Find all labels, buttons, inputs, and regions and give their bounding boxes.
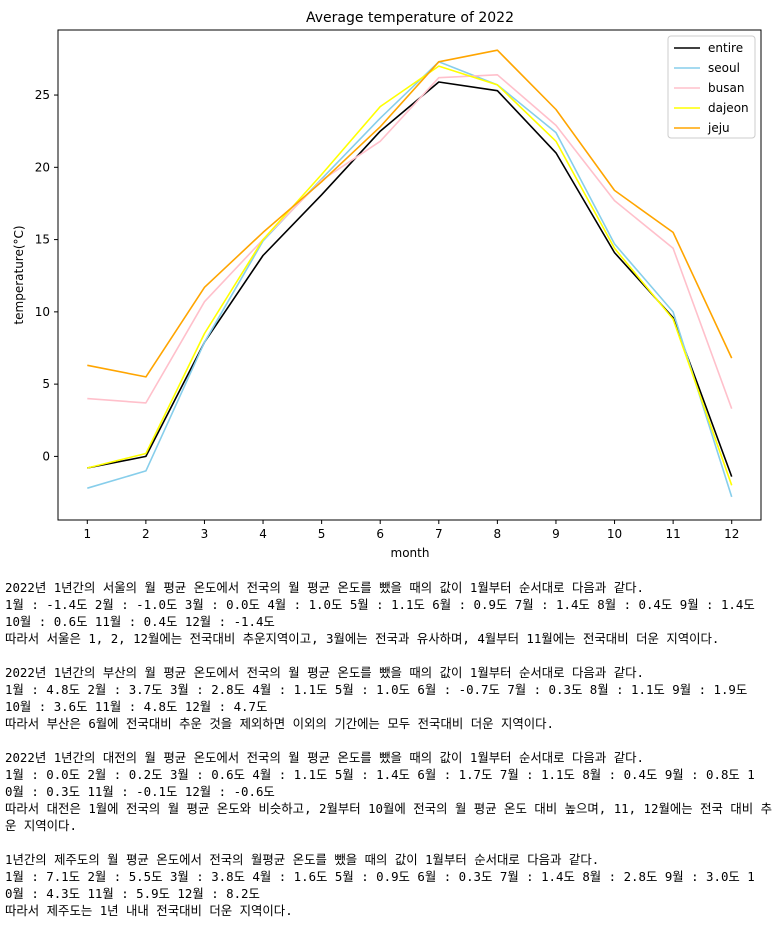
- y-tick-label: 25: [35, 88, 50, 102]
- legend-label-seoul: seoul: [708, 61, 740, 75]
- note-line: 1월 : 7.1도 2월 : 5.5도 3월 : 3.8도 4월 : 1.6도 …: [5, 869, 755, 884]
- series-line-dajeon: [87, 65, 733, 486]
- note-line: 0월 : 0.3도 11월 : -0.1도 12월 : -0.6도: [5, 784, 275, 799]
- temperature-line-chart: Average temperature of 2022 1 2 3 4 5 6 7 8 9 10 1…: [12, 10, 762, 560]
- x-tick-label: 3: [201, 527, 209, 541]
- x-tick-label: 2: [142, 527, 150, 541]
- x-tick-label: 1: [83, 527, 91, 541]
- note-line: 10월 : 0.6도 11월 : 0.4도 12월 : -1.4도: [5, 614, 275, 629]
- note-conclusion: 따라서 서울은 1, 2, 12월에는 전국대비 추운지역이고, 3월에는 전국…: [5, 631, 720, 646]
- busan-note: 2022년 1년간의 부산의 월 평균 온도에서 전국의 월 평균 온도를 뺐을…: [5, 664, 780, 732]
- note-conclusion: 따라서 제주도는 1년 내내 전국대비 더운 지역이다.: [5, 903, 293, 918]
- note-line: 10월 : 3.6도 11월 : 4.8도 12월 : 4.7도: [5, 699, 268, 714]
- x-tick-label: 8: [494, 527, 502, 541]
- note-conclusion: 따라서 대전은 1월에 전국의 월 평균 온도와 비슷하고, 2월부터 10월에…: [5, 801, 773, 833]
- x-tick-label: 9: [552, 527, 560, 541]
- y-tick-label: 0: [42, 449, 50, 463]
- note-line: 2022년 1년간의 서울의 월 평균 온도에서 전국의 월 평균 온도를 뺐을…: [5, 580, 644, 595]
- series-lines: [87, 49, 733, 498]
- x-tick-label: 5: [318, 527, 326, 541]
- note-conclusion: 따라서 부산은 6월에 전국대비 추운 것을 제외하면 이외의 기간에는 모두 …: [5, 716, 555, 731]
- series-line-entire: [87, 81, 733, 477]
- x-tick-label: 6: [376, 527, 384, 541]
- y-tick-label: 10: [35, 305, 50, 319]
- y-axis-ticks: 0 5 10 15 20 25: [35, 88, 58, 463]
- note-line: 2022년 1년간의 대전의 월 평균 온도에서 전국의 월 평균 온도를 뺐을…: [5, 750, 644, 765]
- y-tick-label: 20: [35, 160, 50, 174]
- legend-box: [667, 35, 756, 139]
- series-line-seoul: [87, 60, 733, 498]
- x-tick-label: 4: [259, 527, 267, 541]
- plot-frame: [57, 29, 762, 521]
- note-line: 2022년 1년간의 부산의 월 평균 온도에서 전국의 월 평균 온도를 뺐을…: [5, 665, 644, 680]
- seoul-note: 2022년 1년간의 서울의 월 평균 온도에서 전국의 월 평균 온도를 뺐을…: [5, 579, 780, 647]
- x-tick-label: 7: [435, 527, 443, 541]
- note-line: 0월 : 4.3도 11월 : 5.9도 12월 : 8.2도: [5, 886, 260, 901]
- jeju-note: 1년간의 제주도의 월 평균 온도에서 전국의 월평균 온도를 뺐을 때의 값이…: [5, 851, 780, 919]
- x-tick-label: 11: [665, 527, 680, 541]
- series-line-jeju: [87, 49, 733, 378]
- legend-label-busan: busan: [708, 81, 744, 95]
- legend-label-jeju: jeju: [707, 121, 730, 135]
- note-line: 1월 : -1.4도 2월 : -1.0도 3월 : 0.0도 4월 : 1.0…: [5, 597, 755, 612]
- note-line: 1년간의 제주도의 월 평균 온도에서 전국의 월평균 온도를 뺐을 때의 값이…: [5, 852, 600, 867]
- x-tick-label: 10: [607, 527, 622, 541]
- note-line: 1월 : 4.8도 2월 : 3.7도 3월 : 2.8도 4월 : 1.1도 …: [5, 682, 748, 697]
- note-line: 1월 : 0.0도 2월 : 0.2도 3월 : 0.6도 4월 : 1.1도 …: [5, 767, 755, 782]
- x-axis-ticks: 1 2 3 4 5 6 7 8 9 10 11 12: [83, 520, 739, 541]
- legend: entire seoul busan dajeon jeju: [667, 35, 756, 139]
- legend-label-dajeon: dajeon: [708, 101, 749, 115]
- chart-title: Average temperature of 2022: [306, 10, 514, 26]
- analysis-notes: 2022년 1년간의 서울의 월 평균 온도에서 전국의 월 평균 온도를 뺐을…: [5, 579, 780, 936]
- y-tick-label: 5: [42, 377, 50, 391]
- x-tick-label: 12: [724, 527, 739, 541]
- y-axis-label: temperature(°C): [12, 225, 26, 324]
- y-tick-label: 15: [35, 233, 50, 247]
- daejeon-note: 2022년 1년간의 대전의 월 평균 온도에서 전국의 월 평균 온도를 뺐을…: [5, 749, 780, 834]
- series-line-busan: [87, 74, 733, 409]
- legend-label-entire: entire: [708, 41, 743, 55]
- x-axis-label: month: [391, 546, 430, 560]
